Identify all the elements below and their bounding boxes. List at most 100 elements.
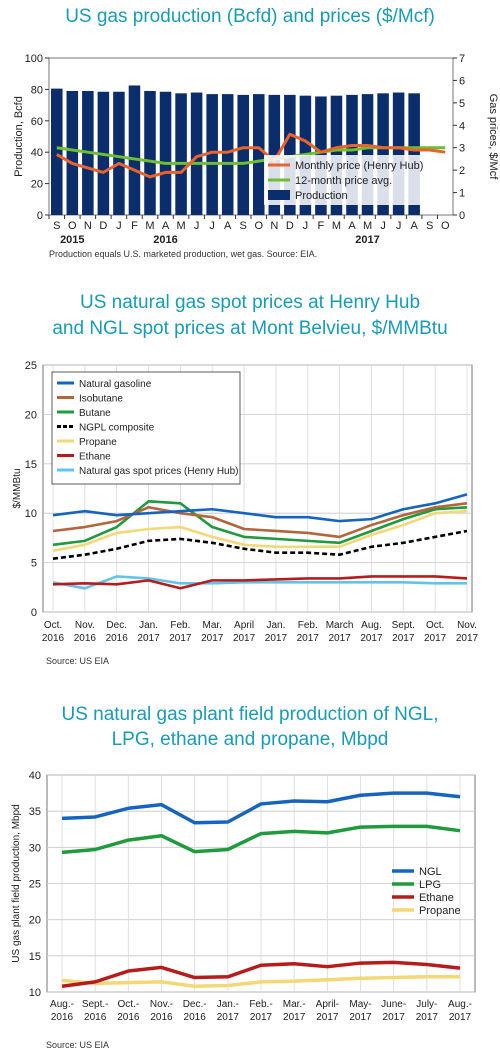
production-bar [408,93,420,215]
y2-axis-label: Gas prices, $/Mcf [487,94,499,181]
y-axis-label: US gas plant field production, Mbpd [11,804,22,962]
series-line [52,493,468,523]
chart1-note: Production equals U.S. marketed producti… [49,249,318,259]
production-bar [113,91,125,215]
y-tick-label: 40 [31,147,43,159]
legend-label: Ethane [79,452,111,463]
month-label: J [209,220,215,232]
series-line [61,960,461,988]
x-tick-label: 2017 [283,1012,306,1023]
x-tick-label: June- [381,999,406,1010]
legend-label: Production [295,190,348,202]
month-label: S [240,220,247,232]
y-tick-label: 60 [31,116,43,128]
y-tick-label: 100 [25,53,43,65]
month-label: A [224,220,232,232]
y-tick-label: 25 [25,360,37,372]
production-bar [175,93,187,215]
y-tick-label: 5 [31,558,37,570]
month-label: J [396,220,402,232]
x-tick-label: 2017 [297,633,320,644]
month-label: S [426,220,433,232]
production-bar [346,94,358,215]
y-tick-label: 15 [25,459,37,471]
x-tick-label: Feb. [170,620,190,631]
y-tick-label: 25 [29,879,41,891]
production-bar [51,88,63,215]
spot-prices-chart: 0 5 10 15 20 25 Oct. 2016 Nov. 2016 Dec. 2016 Jan. 20… [12,360,479,644]
x-tick-label: 2016 [106,633,129,644]
x-tick-label: 2016 [84,1012,107,1023]
month-label: M [363,220,372,232]
x-tick-label: 2017 [392,633,415,644]
month-label: J [194,220,200,232]
x-tick-label: Nov. [75,620,95,631]
series-line [52,575,467,590]
chart2-title-line2: and NGL spot prices at Mont Belvieu, $/M… [52,318,448,339]
month-label: S [53,220,60,232]
month-label: O [68,220,77,232]
x-tick-label: Dec.- [183,999,207,1010]
y-axis-label: Production, Bcfd [13,96,25,177]
y2-tick-label: 6 [459,75,465,87]
month-label: N [270,220,278,232]
month-label: J [116,220,122,232]
y-tick-label: 20 [31,179,43,191]
y-tick-label: 0 [31,607,37,619]
chart3-title-line1: US natural gas plant field production of… [61,704,439,725]
x-tick-label: May- [349,999,371,1010]
y-tick-label: 10 [25,508,37,520]
x-tick-label: Mar.- [283,999,306,1010]
y-axis-label: $/MMBtu [12,468,23,508]
monthly-price-line [56,132,446,179]
production-bar [190,92,203,215]
legend-label: Natural gas spot prices (Henry Hub) [79,466,239,477]
x-tick-label: 2016 [74,633,97,644]
legend-label: Natural gasoline [79,379,152,390]
y-tick-label: 30 [29,842,41,854]
y-tick-label: 40 [29,770,41,782]
month-label: D [99,220,107,232]
month-label: F [131,220,138,232]
x-tick-label: 2016 [117,1012,140,1023]
x-tick-label: April [234,620,254,631]
x-tick-label: 2016 [184,1012,207,1023]
production-bar [361,94,374,215]
y-tick-label: 35 [29,806,41,818]
year-label: 2015 [60,234,84,246]
month-label: D [286,220,294,232]
production-bar [377,93,389,215]
x-tick-label: 2017 [137,633,160,644]
production-bar [237,94,249,215]
x-tick-label: Mar. [202,620,221,631]
x-tick-label: 2017 [360,633,383,644]
legend-label: Propane [419,905,461,917]
x-tick-label: Oct.- [117,999,139,1010]
x-tick-label: 2017 [328,633,351,644]
series-line [61,824,461,855]
x-tick-label: 2017 [233,633,256,644]
x-tick-label: 2017 [265,633,288,644]
x-tick-label: 2017 [250,1012,273,1023]
x-tick-label: 2016 [42,633,65,644]
y2-tick-label: 0 [459,210,465,222]
production-bar [144,90,156,215]
x-tick-label: 2017 [349,1012,372,1023]
month-label: A [348,220,356,232]
x-tick-label: 2017 [316,1012,339,1023]
legend-swatch [268,190,290,200]
legend-label: NGPL composite [79,423,155,434]
production-bar [284,94,296,215]
series-line [52,502,468,539]
y-tick-label: 15 [29,951,41,963]
production-bar [206,94,218,215]
chart2-title-line1: US natural gas spot prices at Henry Hub [79,292,421,313]
production-bar [66,90,79,215]
y2-tick-label: 2 [459,165,465,177]
series-line [52,575,468,590]
production-bar [268,94,281,215]
x-tick-label: 2017 [169,633,192,644]
legend-label: 12-month price avg. [295,175,392,187]
chart3-source: Source: US EIA [46,1040,110,1050]
month-label: F [318,220,325,232]
